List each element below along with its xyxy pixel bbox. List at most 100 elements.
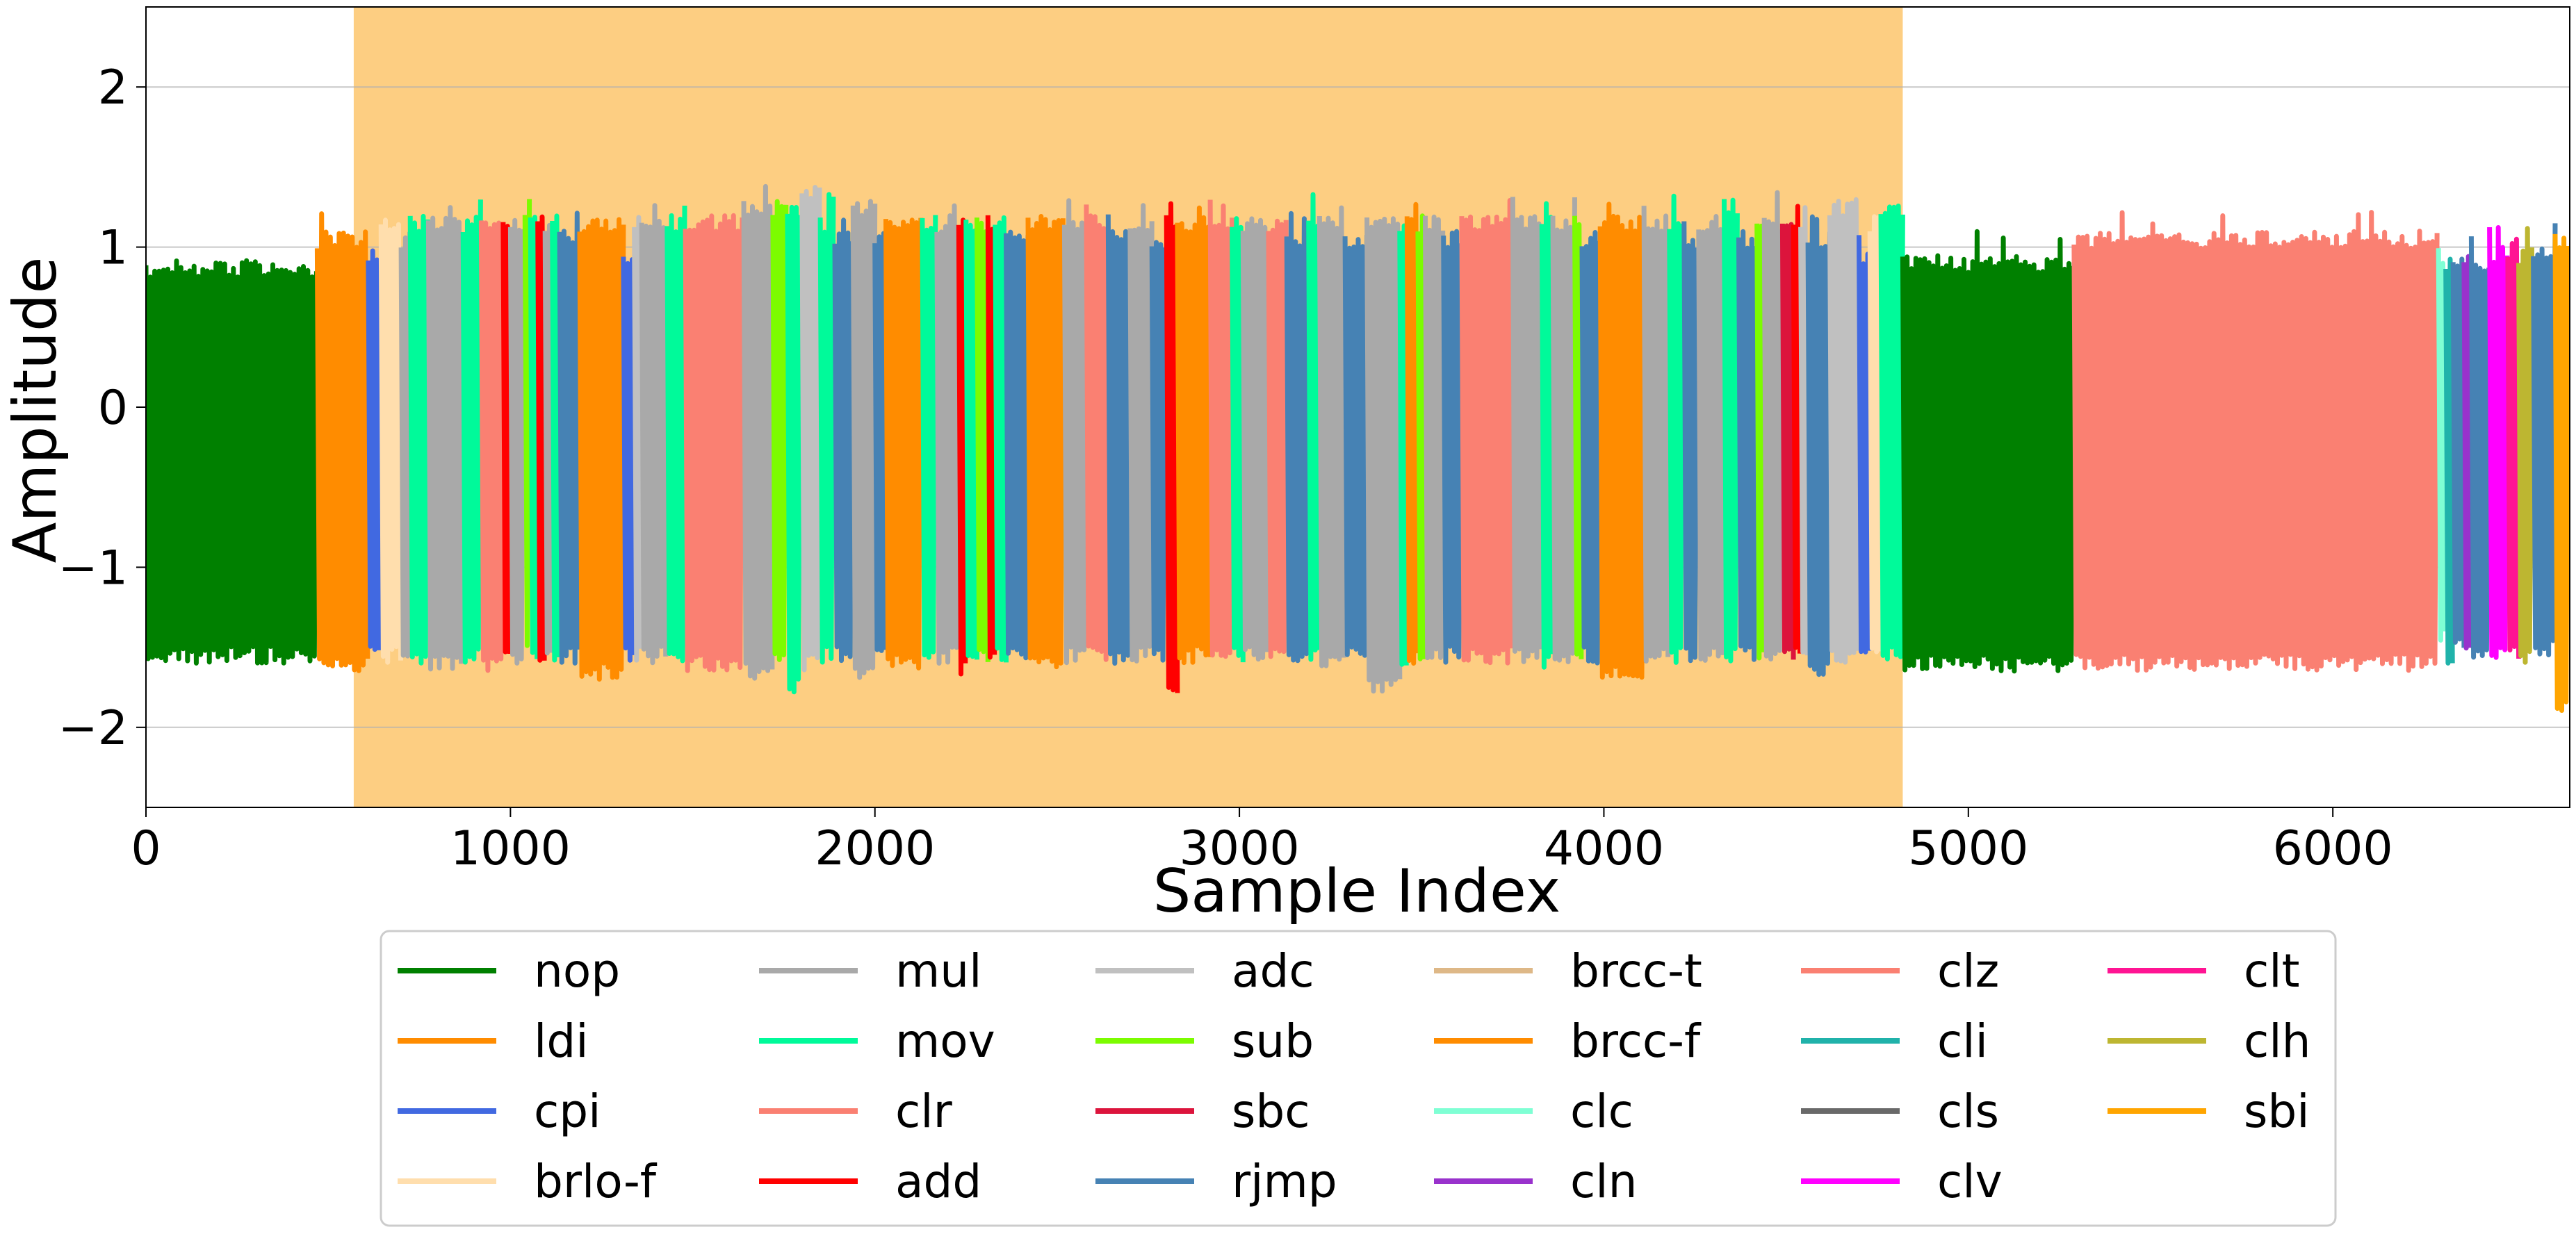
x-axis-label: Sample Index: [1153, 857, 1561, 926]
trace-clc: [2436, 248, 2448, 643]
legend-label: brlo-f: [534, 1155, 658, 1208]
trace-mov: [1722, 197, 1740, 664]
trace-mul: [1696, 214, 1725, 663]
trace-mov: [920, 215, 938, 660]
plot-area: [146, 7, 2570, 807]
trace-mov: [665, 205, 687, 664]
legend-item-mov: mov: [759, 1014, 995, 1068]
trace-clr: [1459, 198, 1515, 666]
legend-label: clr: [895, 1085, 953, 1138]
trace-add: [956, 217, 968, 677]
trace-rjmp: [1004, 229, 1031, 661]
trace-add: [535, 214, 547, 663]
legend-item-brlo-f: brlo-f: [398, 1155, 658, 1208]
trace-mov: [407, 213, 430, 666]
trace-ldi: [314, 211, 370, 673]
trace-rjmp: [2531, 223, 2558, 657]
trace-rjmp: [832, 217, 855, 664]
x-tick-label: 5000: [1908, 821, 2028, 876]
trace-mul: [1240, 216, 1270, 662]
legend-item-brcc-t: brcc-t: [1434, 944, 1702, 998]
trace-mul: [398, 231, 413, 659]
trace-rjmp: [1441, 229, 1464, 665]
legend-item-ldi: ldi: [398, 1014, 589, 1068]
y-axis-label: Amplitude: [1, 257, 70, 563]
trace-mov: [1878, 204, 1905, 661]
trace-mov: [460, 199, 483, 665]
legend-label: rjmp: [1232, 1155, 1337, 1208]
trace-mul: [1550, 197, 1577, 664]
trace-rjmp: [1105, 214, 1133, 666]
trace-clz: [2071, 210, 2440, 673]
legend-label: brcc-f: [1570, 1014, 1702, 1068]
trace-ldi: [1175, 205, 1213, 666]
legend-item-clz: clz: [1801, 944, 1999, 998]
legend-label: sbi: [2244, 1085, 2310, 1138]
legend-label: mov: [895, 1014, 995, 1068]
legend-label: cli: [1937, 1014, 1988, 1068]
trace-cli: [2443, 256, 2455, 666]
legend-item-rjmp: rjmp: [1095, 1155, 1337, 1208]
trace-ldi: [883, 217, 924, 671]
legend-item-clv: clv: [1801, 1155, 2003, 1208]
trace-rjmp: [2468, 236, 2492, 660]
signal-traces: [146, 183, 2570, 713]
trace-nop: [146, 258, 319, 666]
trace-rjmp: [1681, 221, 1700, 664]
y-tick-label: 0: [98, 381, 128, 436]
trace-clv: [2487, 225, 2510, 660]
trace-cln: [2461, 254, 2473, 651]
trace-clh: [2516, 226, 2534, 665]
legend-item-clc: clc: [1434, 1085, 1633, 1138]
trace-ldi: [1025, 214, 1066, 670]
trace-rjmp: [1149, 240, 1168, 663]
legend-item-adc: adc: [1095, 944, 1314, 998]
x-tick-label: 2000: [815, 821, 935, 876]
legend-item-cpi: cpi: [398, 1085, 601, 1138]
trace-nop: [1900, 229, 2076, 674]
trace-add: [500, 222, 512, 655]
trace-clr: [1207, 199, 1235, 659]
legend-label: ldi: [534, 1014, 589, 1068]
trace-mov: [1397, 223, 1409, 667]
legend-label: clt: [2244, 944, 2300, 998]
trace-sbi: [2552, 233, 2570, 713]
legend-label: sub: [1232, 1014, 1314, 1068]
trace-rjmp: [1342, 234, 1370, 658]
legend-item-sub: sub: [1095, 1014, 1314, 1068]
legend-box: [380, 930, 2337, 1227]
trace-mov: [817, 192, 836, 665]
legend-label: clv: [1937, 1155, 2003, 1208]
x-tick-label: 4000: [1544, 821, 1664, 876]
x-axis-ticks: 0 1000 2000 3000 4000 5000 6000: [131, 807, 2393, 876]
x-tick-label: 1000: [450, 821, 571, 876]
x-tick-label: 0: [131, 821, 161, 876]
legend-item-clh: clh: [2108, 1014, 2310, 1068]
trace-sub: [770, 199, 789, 662]
legend-label: brcc-t: [1570, 944, 1702, 998]
trace-mul: [507, 217, 526, 666]
trace-brlo-f: [378, 217, 403, 665]
legend-item-clt: clt: [2108, 944, 2300, 998]
legend-item-add: add: [759, 1155, 981, 1208]
trace-ldi: [1597, 201, 1647, 680]
trace-mul: [1316, 205, 1346, 668]
legend-label: cpi: [534, 1085, 601, 1138]
trace-sub: [1572, 215, 1584, 659]
legend-label: clc: [1570, 1085, 1633, 1138]
trace-mul: [934, 203, 961, 666]
trace-rjmp: [1736, 229, 1759, 662]
legend-label: cls: [1937, 1085, 1999, 1138]
trace-add: [1791, 204, 1802, 654]
trace-rjmp: [1284, 211, 1312, 664]
trace-mul: [1364, 216, 1403, 694]
trace-mul: [639, 203, 669, 666]
legend-label: add: [895, 1155, 981, 1208]
legend: nop ldi cpi brlo-f mul mov clr add adc sub sbc rjmp…: [380, 930, 2337, 1227]
legend-item-cln: cln: [1434, 1155, 1637, 1208]
x-tick-label: 3000: [1180, 821, 1300, 876]
trace-mov: [550, 213, 562, 663]
trace-mov: [528, 215, 540, 659]
trace-sub: [1415, 213, 1427, 661]
legend-label: clz: [1937, 944, 1999, 998]
